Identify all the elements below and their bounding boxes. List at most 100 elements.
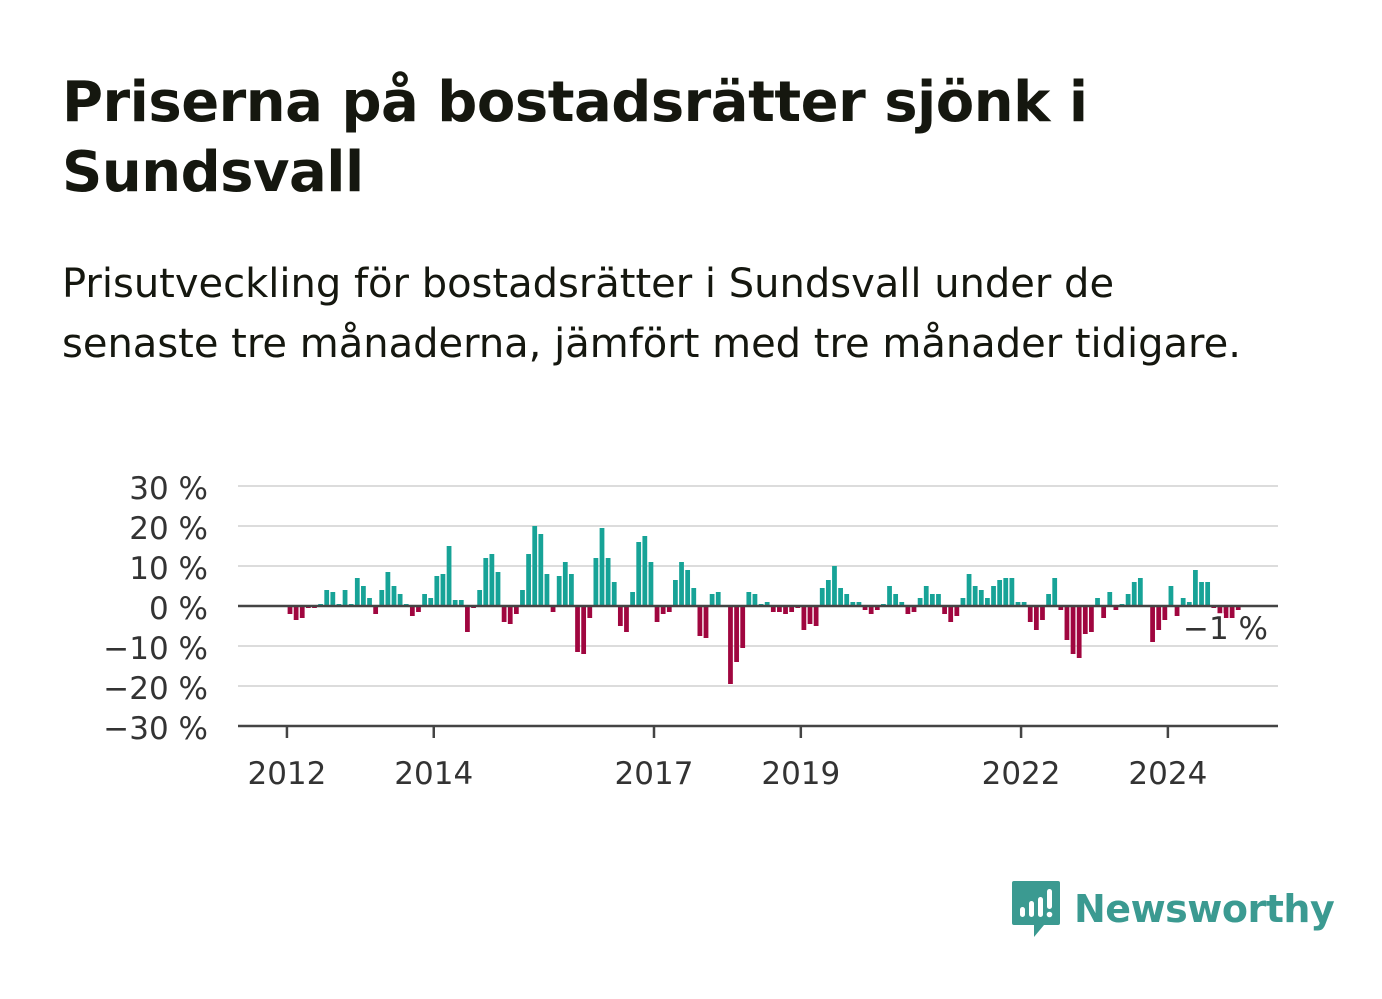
- bar: [1205, 582, 1211, 606]
- axes: [238, 604, 1278, 738]
- bar: [1082, 606, 1088, 634]
- x-tick-label: 2014: [394, 756, 473, 792]
- bar: [985, 598, 990, 606]
- bar: [844, 594, 850, 606]
- bar: [709, 594, 715, 606]
- bar: [361, 586, 366, 606]
- bar: [630, 592, 635, 606]
- bar: [648, 562, 654, 606]
- bar: [942, 606, 947, 614]
- bar: [526, 554, 531, 606]
- bar: [379, 590, 385, 606]
- bar: [1058, 606, 1064, 610]
- y-tick-label: 0 %: [149, 591, 208, 627]
- bar: [1156, 606, 1162, 630]
- bar: [593, 558, 599, 606]
- bar: [422, 594, 427, 606]
- bar: [832, 566, 837, 606]
- bar: [611, 582, 617, 606]
- bar: [1046, 594, 1051, 606]
- bar: [624, 606, 629, 632]
- bar: [569, 574, 574, 606]
- bar: [1003, 578, 1009, 606]
- bar: [556, 576, 562, 606]
- bar: [599, 528, 605, 606]
- bar: [1150, 606, 1155, 642]
- chart-subtitle: Prisutveckling för bostadsrätter i Sunds…: [62, 261, 1241, 367]
- bar: [428, 598, 434, 606]
- bar: [1021, 602, 1027, 606]
- bar: [1015, 602, 1021, 606]
- y-tick-label: 30 %: [129, 471, 208, 507]
- bar: [324, 590, 330, 606]
- bar: [483, 558, 489, 606]
- y-tick-label: −30 %: [103, 711, 208, 747]
- bar: [287, 606, 293, 614]
- newsworthy-logo: Newsworthy: [1010, 878, 1335, 940]
- bar: [777, 606, 782, 612]
- x-axis-labels: 2012 2014 2017 2019 2022 2024: [247, 756, 1207, 792]
- bar: [1180, 598, 1186, 606]
- bar: [1168, 586, 1174, 606]
- y-tick-label: −20 %: [103, 671, 208, 707]
- bar: [972, 586, 978, 606]
- bar: [783, 606, 788, 614]
- bar: [789, 606, 795, 612]
- bar: [819, 588, 825, 606]
- bar: [911, 606, 917, 612]
- bar: [978, 590, 984, 606]
- bar: [501, 606, 507, 622]
- bar: [679, 562, 684, 606]
- bar: [838, 588, 843, 606]
- bar: [538, 534, 544, 606]
- bar: [691, 588, 697, 606]
- bar: [416, 606, 421, 612]
- bar: [409, 606, 415, 616]
- bar: [367, 598, 372, 606]
- bar: [887, 586, 892, 606]
- x-tick-label: 2017: [615, 756, 694, 792]
- bar: [1101, 606, 1107, 618]
- bar: [807, 606, 813, 624]
- bar: [440, 574, 446, 606]
- bar: [868, 606, 874, 614]
- bar: [446, 546, 452, 606]
- bar: [1186, 602, 1192, 606]
- bar: [929, 594, 935, 606]
- bar: [1193, 570, 1198, 606]
- bar: [1052, 578, 1058, 606]
- bar: [1033, 606, 1039, 630]
- bar: [948, 606, 954, 622]
- bar-chart: 30 %20 %10 %0 %−10 %−20 %−30 % 2012 2014 2…: [103, 471, 1278, 792]
- bar: [825, 580, 831, 606]
- bar: [1064, 606, 1070, 640]
- bar: [617, 606, 623, 626]
- y-tick-label: −10 %: [103, 631, 208, 667]
- bar: [856, 602, 862, 606]
- bar: [1095, 598, 1100, 606]
- bar: [342, 590, 348, 606]
- bar: [550, 606, 556, 612]
- bar: [520, 590, 525, 606]
- bar: [801, 606, 807, 630]
- bar: [752, 594, 758, 606]
- bar: [1174, 606, 1180, 616]
- bar: [893, 594, 899, 606]
- bar: [495, 572, 501, 606]
- bar: [1089, 606, 1094, 632]
- x-tick-label: 2024: [1128, 756, 1207, 792]
- bar: [581, 606, 587, 654]
- bar: [575, 606, 580, 652]
- bar: [734, 606, 739, 662]
- bar: [299, 606, 305, 618]
- bar: [1107, 592, 1113, 606]
- bar: [1199, 582, 1204, 606]
- bar: [1027, 606, 1033, 622]
- bar: [587, 606, 593, 618]
- y-axis-labels: 30 % 20 % 10 % 0 % −10 % −20 % −30 %: [103, 471, 208, 747]
- bar: [1040, 606, 1045, 620]
- bar: [905, 606, 911, 614]
- bar: [489, 554, 495, 606]
- bar: [862, 606, 868, 610]
- bar: [936, 594, 941, 606]
